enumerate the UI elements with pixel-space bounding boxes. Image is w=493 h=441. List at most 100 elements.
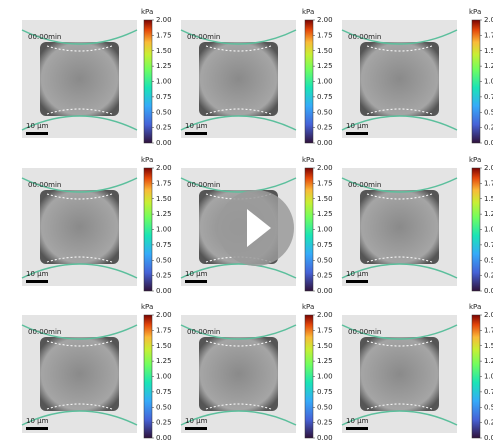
cell-edge [366, 108, 433, 115]
pattern-edge [180, 410, 297, 426]
pattern-edge [341, 263, 458, 279]
cell-edge [205, 108, 272, 115]
cell [40, 42, 119, 116]
cell [199, 42, 278, 116]
colorbar-tick-label: 1.75 [317, 31, 333, 39]
pattern-edge [341, 410, 458, 426]
scale-label: 10 μm [26, 122, 49, 130]
colorbar-tick-label: 2.00 [156, 164, 172, 172]
pattern-edge [180, 29, 297, 45]
cell-edge [366, 45, 433, 52]
cell [360, 337, 439, 411]
scale-bar [346, 132, 368, 135]
colorbar-tick-label: 1.00 [317, 226, 333, 234]
cell-edge [205, 340, 272, 347]
colorbar-tick-label: 0.50 [484, 108, 493, 116]
cell-edge [366, 193, 433, 200]
colorbar-unit: kPa [141, 8, 153, 16]
cell-edge [46, 193, 113, 200]
colorbar [304, 314, 314, 439]
colorbar-tick-label: 1.25 [317, 357, 333, 365]
colorbar-unit: kPa [302, 303, 314, 311]
scale-bar [185, 132, 207, 135]
colorbar-tick-label: 1.50 [317, 342, 333, 350]
pattern-edge [341, 115, 458, 131]
scale-bar [26, 132, 48, 135]
play-button[interactable] [218, 190, 294, 266]
colorbar-tick-label: 1.25 [317, 62, 333, 70]
colorbar-tick-label: 0.25 [156, 419, 172, 427]
colorbar-tick-label: 2.00 [156, 16, 172, 24]
scale-bar [26, 280, 48, 283]
timestamp: 00:00min [28, 181, 61, 189]
colorbar-tick-label: 1.50 [484, 195, 493, 203]
scale-label: 10 μm [185, 122, 208, 130]
colorbar-tick-label: 1.50 [317, 47, 333, 55]
colorbar-tick-label: 1.75 [156, 326, 172, 334]
pattern-edge [21, 263, 138, 279]
cell [360, 42, 439, 116]
colorbar-tick-label: 0.25 [484, 124, 493, 132]
colorbar-tick-label: 0.25 [156, 124, 172, 132]
colorbar-tick-label: 1.50 [484, 342, 493, 350]
cell-edge [366, 403, 433, 410]
timestamp: 00:00min [348, 33, 381, 41]
timestamp: 00:00min [348, 328, 381, 336]
colorbar-unit: kPa [469, 303, 481, 311]
colorbar-unit: kPa [141, 156, 153, 164]
pattern-edge [180, 324, 297, 340]
cell-edge [46, 108, 113, 115]
colorbar-tick-label: 0.75 [317, 241, 333, 249]
scale-label: 10 μm [346, 417, 369, 425]
colorbar-tick-label: 0.25 [317, 272, 333, 280]
pattern-edge [21, 115, 138, 131]
colorbar-tick-label: 0.00 [156, 434, 172, 441]
colorbar-tick-label: 1.00 [484, 373, 493, 381]
colorbar-tick-label: 0.75 [484, 388, 493, 396]
colorbar-tick-label: 0.00 [317, 139, 333, 147]
timestamp: 00:00min [187, 181, 220, 189]
pattern-edge [21, 410, 138, 426]
colorbar-unit: kPa [469, 156, 481, 164]
colorbar-tick-label: 0.00 [317, 434, 333, 441]
cell-edge [205, 45, 272, 52]
pattern-edge [180, 263, 297, 279]
colorbar-tick-label: 1.00 [156, 373, 172, 381]
cell-edge [46, 256, 113, 263]
colorbar [143, 314, 153, 439]
colorbar-tick-label: 0.00 [317, 287, 333, 295]
colorbar-tick-label: 1.25 [484, 62, 493, 70]
colorbar-tick-label: 0.75 [156, 93, 172, 101]
colorbar-tick-label: 0.75 [317, 93, 333, 101]
colorbar [471, 167, 481, 292]
colorbar [143, 167, 153, 292]
colorbar-tick-label: 1.75 [156, 179, 172, 187]
colorbar-tick-label: 1.50 [484, 47, 493, 55]
pattern-edge [341, 324, 458, 340]
colorbar-tick-label: 1.75 [156, 31, 172, 39]
timestamp: 00:00min [187, 328, 220, 336]
scale-label: 10 μm [26, 270, 49, 278]
colorbar-tick-label: 0.00 [484, 434, 493, 441]
colorbar-tick-label: 0.50 [484, 403, 493, 411]
scale-label: 10 μm [346, 122, 369, 130]
colorbar-unit: kPa [302, 8, 314, 16]
timestamp: 00:00min [28, 33, 61, 41]
colorbar-tick-label: 1.25 [156, 357, 172, 365]
pattern-edge [180, 177, 297, 193]
colorbar-tick-label: 1.00 [317, 373, 333, 381]
colorbar-tick-label: 0.75 [156, 388, 172, 396]
timestamp: 00:00min [187, 33, 220, 41]
pattern-edge [21, 324, 138, 340]
scale-bar [26, 427, 48, 430]
colorbar-tick-label: 0.75 [484, 93, 493, 101]
colorbar-tick-label: 0.00 [484, 139, 493, 147]
cell-edge [46, 403, 113, 410]
colorbar-tick-label: 2.00 [317, 16, 333, 24]
colorbar-tick-label: 1.50 [317, 195, 333, 203]
colorbar-tick-label: 0.50 [156, 256, 172, 264]
colorbar-tick-label: 0.25 [156, 272, 172, 280]
